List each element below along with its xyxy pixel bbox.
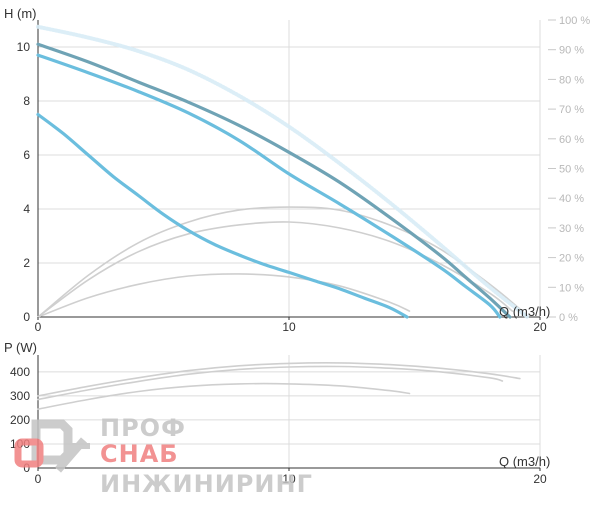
efficiency-tick-label: 20 % — [559, 253, 584, 265]
top-y-tick-label: 4 — [23, 202, 30, 216]
efficiency-tick-label: 100 % — [559, 15, 590, 27]
logo-icon — [14, 419, 90, 473]
power-curve — [37, 382, 411, 410]
efficiency-tick-label: 90 % — [559, 45, 584, 57]
top-y-tick-label: 0 — [23, 310, 30, 324]
head-curve — [36, 42, 512, 319]
efficiency-curve — [37, 221, 514, 318]
top-x-tick-label: 0 — [35, 320, 42, 334]
efficiency-curve — [37, 273, 411, 318]
power-curve — [37, 362, 521, 397]
efficiency-tick-labels: 0 % 10 % 20 % 30 % 40 % 50 % 60 % 70 % 80 % 90 % 1… — [548, 15, 590, 324]
efficiency-tick-label: 0 % — [559, 312, 578, 324]
top-tick-labels: 0 10 20 0 2 4 6 8 10 — [17, 40, 547, 334]
bottom-x-tick-label: 0 — [35, 472, 42, 486]
logo-line-3: ИНЖИНИРИНГ — [100, 470, 313, 498]
bottom-y-tick-label: 0 — [23, 461, 30, 475]
bottom-y-axis-title: P (W) — [4, 340, 37, 355]
bottom-y-tick-label: 300 — [10, 389, 30, 403]
top-series-group — [36, 24, 530, 319]
top-x-tick-label: 10 — [282, 320, 296, 334]
efficiency-tick-label: 50 % — [559, 164, 584, 176]
head-curve — [36, 112, 409, 319]
efficiency-tick-label: 80 % — [559, 74, 584, 86]
bottom-grid — [38, 355, 541, 468]
max-head-curve — [36, 24, 530, 319]
top-y-tick-label: 6 — [23, 148, 30, 162]
bottom-x-tick-label: 10 — [282, 472, 296, 486]
efficiency-tick-label: 60 % — [559, 134, 584, 146]
efficiency-tick-label: 10 % — [559, 282, 584, 294]
power-curve — [37, 365, 504, 401]
bottom-x-tick-label: 20 — [533, 472, 547, 486]
logo-line-1: ПРОФ — [100, 414, 186, 442]
efficiency-tick-label: 40 % — [559, 193, 584, 205]
top-x-axis-title: Q (m3/h) — [499, 304, 550, 319]
top-x-tick-label: 20 — [533, 320, 547, 334]
bottom-series-group — [37, 362, 521, 410]
top-y-axis-title: H (m) — [4, 6, 37, 21]
bottom-x-axis-title: Q (m3/h) — [499, 454, 550, 469]
top-y-tick-label: 10 — [17, 40, 31, 54]
efficiency-tick-label: 30 % — [559, 223, 584, 235]
bottom-y-tick-label: 400 — [10, 365, 30, 379]
top-y-tick-label: 8 — [23, 94, 30, 108]
bottom-y-tick-label: 200 — [10, 413, 30, 427]
logo-line-2: СНАБ — [100, 440, 179, 468]
top-y-tick-label: 2 — [23, 256, 30, 270]
efficiency-tick-label: 70 % — [559, 104, 584, 116]
head-curve — [36, 53, 502, 319]
watermark-logo: ПРОФ СНАБ ИНЖИНИРИНГ — [14, 414, 313, 498]
